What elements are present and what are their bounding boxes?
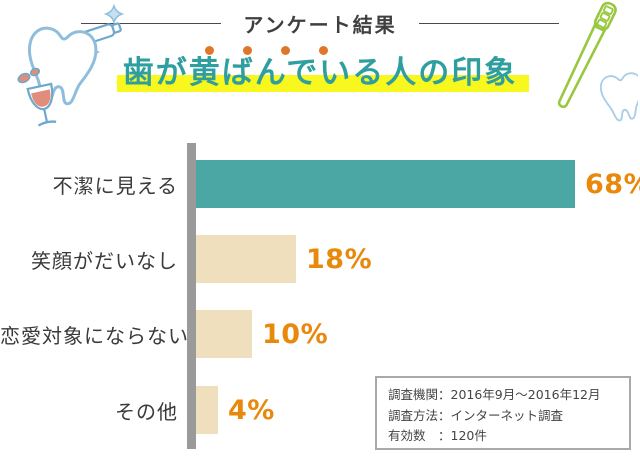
chart-axis-line: [187, 143, 196, 449]
category-label: 恋愛対象にならない: [0, 323, 189, 348]
survey-info-line: 有効数 ：120件: [388, 428, 487, 444]
tooth-toothpaste-wine-illustration: [17, 3, 125, 127]
bar: [196, 160, 575, 208]
toothbrush-tooth-illustration: [557, 1, 638, 122]
category-label: 不潔に見える: [52, 173, 178, 198]
bar-row: 不潔に見える 68%: [0, 160, 640, 208]
bar-row: 恋愛対象にならない 10%: [0, 310, 328, 358]
tooth-icon: [599, 72, 638, 122]
title-dot: [243, 46, 252, 55]
bar: [196, 235, 296, 283]
toothbrush-icon: [557, 1, 617, 109]
header-rule-right: [418, 22, 559, 24]
header-rule-left: [81, 22, 222, 24]
bar: [196, 310, 252, 358]
value-label: 68%: [585, 168, 640, 200]
value-label: 4%: [228, 394, 275, 426]
title-dot: [281, 46, 290, 55]
category-label: 笑顔がだいなし: [31, 248, 178, 273]
page-title: 歯が黄ばんでいる人の印象: [116, 55, 530, 92]
bar-row: その他 4%: [0, 386, 275, 434]
title-dot: [205, 46, 214, 55]
header-label: アンケート結果: [243, 12, 397, 37]
bar-chart: 不潔に見える 68% 笑顔がだいなし 18% 恋愛対象にならない 10% その他…: [0, 143, 640, 450]
bar: [196, 386, 218, 434]
survey-info-line: 調査方法：インターネット調査: [388, 407, 564, 423]
wine-glass-icon: [26, 82, 57, 127]
header: アンケート結果: [0, 10, 640, 37]
survey-info-box: 調査機関：2016年9月～2016年12月 調査方法：インターネット調査 有効数…: [375, 376, 631, 450]
value-label: 18%: [306, 243, 373, 275]
survey-info-line: 調査機関：2016年9月～2016年12月: [388, 387, 601, 402]
wine-drops-icon: [17, 67, 41, 84]
value-label: 10%: [262, 318, 329, 350]
bar-row: 笑顔がだいなし 18%: [0, 235, 372, 283]
title-accent-dots: [120, 44, 520, 56]
title-block: 歯が黄ばんでいる人の印象: [0, 44, 640, 92]
category-label: その他: [115, 399, 178, 424]
title-dot: [319, 46, 328, 55]
